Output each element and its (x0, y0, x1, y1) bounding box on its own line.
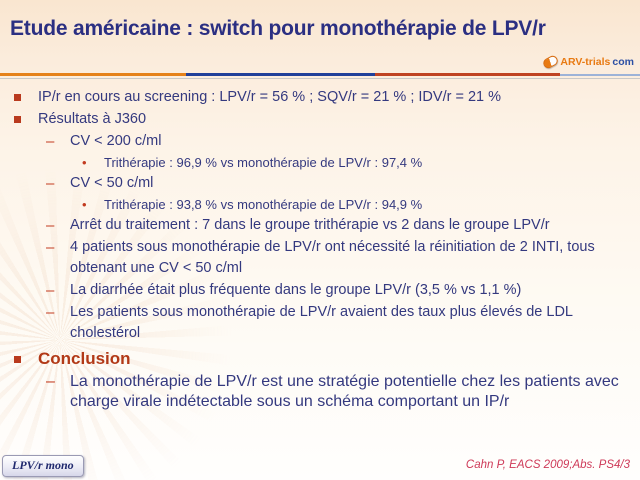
list-item: – 4 patients sous monothérapie de LPV/r … (46, 239, 595, 276)
dash-bullet-icon: – (46, 175, 55, 192)
logo-text-blue: com (612, 56, 634, 68)
dash-bullet-icon: – (46, 217, 55, 234)
divider-segment-light (560, 74, 640, 76)
bullet-list: IP/r en cours au screening : LPV/r = 56 … (10, 87, 624, 413)
citation-reference: Cahn P, EACS 2009;Abs. PS4/3 (465, 459, 630, 471)
list-item: – CV < 200 c/ml (46, 133, 162, 150)
list-item: Résultats à J360 (10, 109, 624, 130)
list-item: – Arrêt du traitement : 7 dans le groupe… (46, 217, 550, 234)
conclusion-heading: Conclusion (10, 347, 624, 371)
title-divider (0, 73, 640, 79)
arv-trials-logo: ARV-trials com (541, 54, 634, 70)
lpvr-mono-badge[interactable]: LPV/r mono (2, 455, 84, 477)
dot-bullet-icon: • (82, 155, 87, 170)
conclusion-item: – La monothérapie de LPV/r est une strat… (46, 373, 619, 410)
dash-bullet-icon: – (46, 239, 55, 256)
slide-title: Etude américaine : switch pour monothéra… (10, 17, 546, 40)
square-bullet-icon (14, 356, 21, 363)
dash-bullet-icon: – (46, 304, 55, 321)
list-item: IP/r en cours au screening : LPV/r = 56 … (10, 87, 624, 108)
divider-segment-blue (186, 73, 375, 76)
pill-icon (541, 54, 560, 70)
divider-segment-rust (375, 73, 560, 76)
list-item: • Trithérapie : 93,8 % vs monothérapie d… (82, 197, 423, 212)
list-item: – La diarrhée était plus fréquente dans … (46, 282, 522, 299)
dash-bullet-icon: – (46, 282, 55, 299)
list-item: • Trithérapie : 96,9 % vs monothérapie d… (82, 155, 423, 170)
square-bullet-icon (14, 116, 21, 123)
square-bullet-icon (14, 94, 21, 101)
dash-bullet-icon: – (46, 133, 55, 150)
list-item: – Les patients sous monothérapie de LPV/… (46, 304, 573, 341)
logo-text-orange: ARV-trials (560, 56, 611, 68)
dash-bullet-icon: – (46, 373, 55, 390)
list-item: – CV < 50 c/ml (46, 175, 154, 192)
dot-bullet-icon: • (82, 197, 87, 212)
divider-segment-orange (0, 73, 186, 76)
